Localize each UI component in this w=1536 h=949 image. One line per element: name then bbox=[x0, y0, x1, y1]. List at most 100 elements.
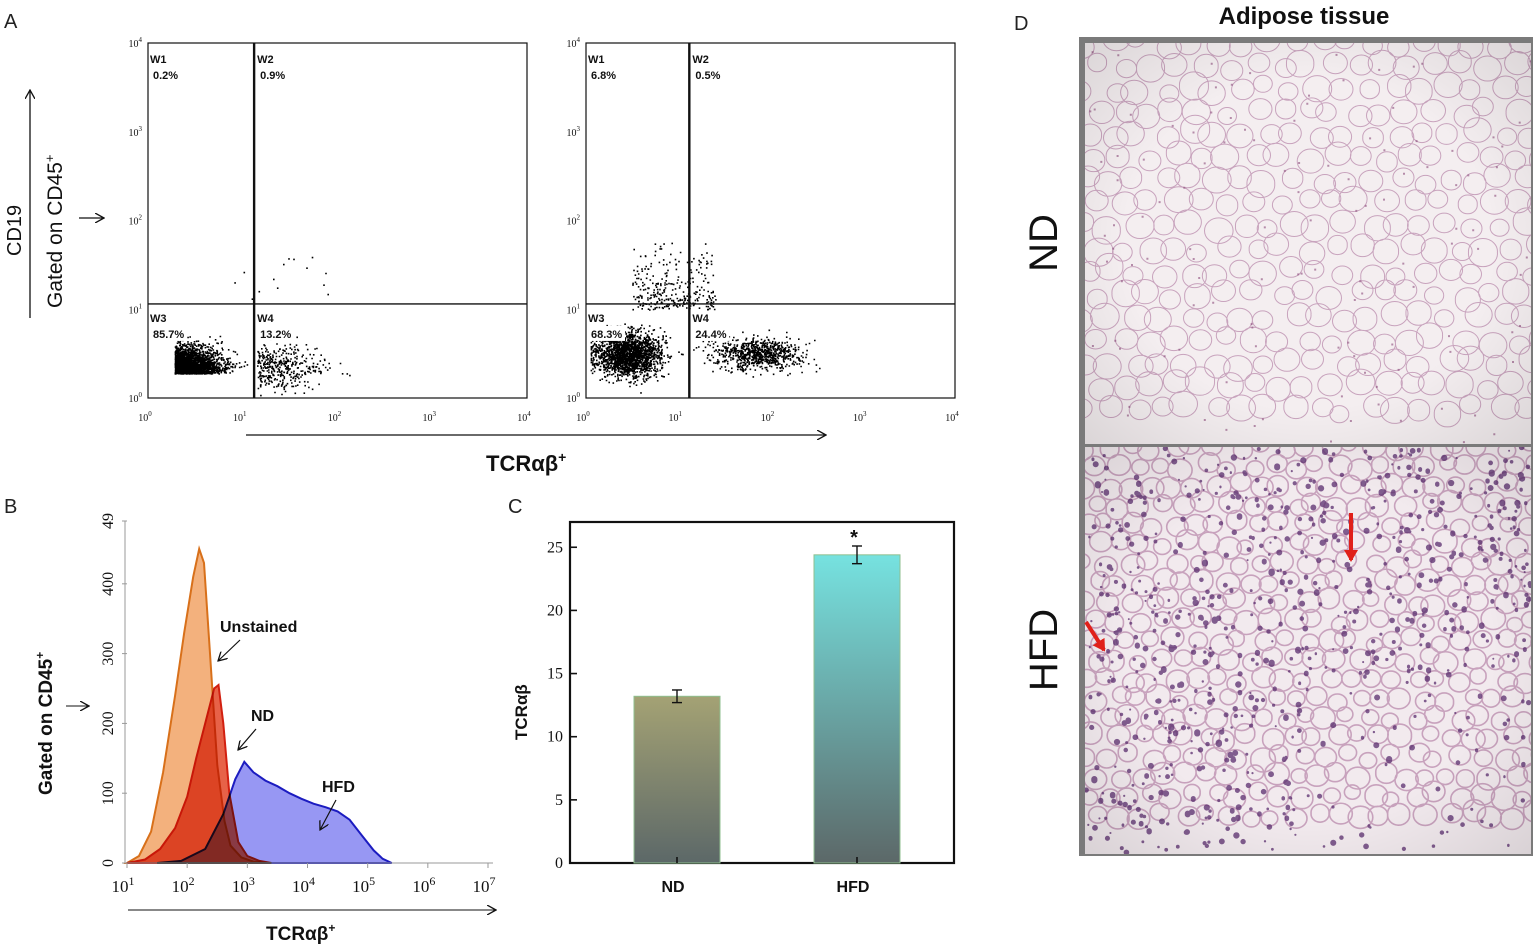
hist-x-tick-label: 101 bbox=[112, 874, 135, 896]
quadrant-pct-w4: 13.2% bbox=[260, 329, 291, 341]
quadrant-id-w1: W1 bbox=[588, 54, 605, 66]
quadrant-id-w4: W4 bbox=[692, 313, 709, 325]
tick-exp: 1 bbox=[139, 302, 143, 310]
x-tick-label: 102 bbox=[328, 410, 342, 424]
hist-y-tick-label: 49 bbox=[100, 513, 117, 529]
y-axis-label-gated: Gated on CD45+ bbox=[42, 154, 67, 308]
x-tick-label: 100 bbox=[576, 410, 590, 424]
hist-series-hfd bbox=[157, 760, 393, 864]
tick-exp: 5 bbox=[369, 874, 375, 888]
tick-exp: 0 bbox=[139, 391, 143, 399]
hist-y-tick-label: 300 bbox=[100, 642, 117, 666]
tick-exp: 4 bbox=[527, 410, 531, 418]
quadrant-pct-w1: 6.8% bbox=[591, 70, 616, 82]
hist-y-tick-label: 100 bbox=[100, 781, 117, 805]
tick-base: 10 bbox=[567, 394, 577, 405]
y-axis-label-gated-sup: + bbox=[42, 154, 57, 162]
panel-label-a: A bbox=[4, 11, 18, 33]
tick-exp: 2 bbox=[189, 874, 195, 888]
tick-base: 10 bbox=[669, 413, 679, 424]
tick-base: 10 bbox=[112, 877, 129, 896]
quadrant-pct-w1: 0.2% bbox=[153, 70, 178, 82]
hist-y-label: Gated on CD45+ bbox=[33, 652, 57, 795]
tick-base: 10 bbox=[853, 413, 863, 424]
tick-base: 10 bbox=[172, 877, 189, 896]
tick-base: 10 bbox=[138, 413, 148, 424]
tick-exp: 2 bbox=[338, 410, 342, 418]
tick-exp: 1 bbox=[577, 302, 581, 310]
quadrant-pct-w2: 0.5% bbox=[695, 70, 720, 82]
tick-exp: 2 bbox=[577, 214, 581, 222]
tick-exp: 0 bbox=[577, 391, 581, 399]
tick-exp: 4 bbox=[139, 36, 143, 44]
tick-exp: 2 bbox=[139, 214, 143, 222]
histology-group-nd: ND bbox=[1022, 214, 1066, 272]
tick-base: 10 bbox=[129, 217, 139, 228]
bar-hfd bbox=[813, 554, 901, 864]
tick-exp: 6 bbox=[429, 874, 435, 888]
hist-y-label-sup: + bbox=[33, 652, 47, 659]
quadrant-label-bg bbox=[149, 325, 187, 341]
hist-annotation-nd: ND bbox=[251, 708, 274, 725]
y-tick-label: 100 bbox=[567, 391, 581, 405]
bar-y-tick-label: 25 bbox=[547, 539, 563, 556]
y-axis-label-gated-text: Gated on CD45 bbox=[44, 162, 67, 308]
flow-plot-frame bbox=[585, 42, 956, 399]
tick-base: 10 bbox=[423, 413, 433, 424]
tick-exp: 3 bbox=[863, 410, 867, 418]
tick-base: 10 bbox=[576, 413, 586, 424]
tick-exp: 1 bbox=[679, 410, 683, 418]
x-tick-label: 102 bbox=[761, 410, 775, 424]
tick-exp: 3 bbox=[139, 125, 143, 133]
y-tick-label: 102 bbox=[567, 214, 581, 228]
hist-x-tick-label: 102 bbox=[172, 874, 195, 896]
bar-plot-frame bbox=[568, 520, 956, 865]
hist-annotation-hfd: HFD bbox=[322, 779, 355, 796]
hist-x-label-text: TCRαβ bbox=[266, 924, 328, 945]
hist-annotation-arrow bbox=[218, 639, 241, 661]
tick-base: 10 bbox=[292, 877, 309, 896]
panel-c-bar-chart: 0 5 10 15 20 25 ND HFD * TCRαβ bbox=[512, 520, 956, 896]
bar-y-tick-label: 5 bbox=[555, 792, 563, 809]
tick-exp: 2 bbox=[771, 410, 775, 418]
tick-exp: 4 bbox=[955, 410, 959, 418]
hist-y-tick-label: 400 bbox=[100, 572, 117, 596]
quadrant-id-w2: W2 bbox=[257, 54, 274, 66]
y-tick-label: 101 bbox=[129, 302, 143, 316]
x-axis-label-tcr: TCRαβ+ bbox=[486, 449, 566, 476]
x-axis-label-tcr-text: TCRαβ bbox=[486, 451, 558, 476]
tick-base: 10 bbox=[129, 128, 139, 139]
nd-vignette bbox=[1085, 43, 1531, 444]
tick-exp: 0 bbox=[148, 410, 152, 418]
tick-base: 10 bbox=[129, 394, 139, 405]
histology-title: Adipose tissue bbox=[1219, 3, 1390, 30]
tick-base: 10 bbox=[233, 413, 243, 424]
tick-exp: 4 bbox=[309, 874, 315, 888]
tick-exp: 0 bbox=[586, 410, 590, 418]
hist-x-label-sup: + bbox=[328, 921, 335, 935]
x-tick-label: 104 bbox=[517, 410, 531, 424]
quadrant-id-w3: W3 bbox=[150, 313, 167, 325]
y-axis-label-cd19: CD19 bbox=[4, 205, 26, 256]
quadrant-id-w4: W4 bbox=[257, 313, 274, 325]
quadrant-label-bg bbox=[587, 325, 625, 341]
x-axis-label-tcr-sup: + bbox=[558, 449, 566, 465]
bar-y-tick-label: 20 bbox=[547, 602, 563, 619]
x-tick-label: 100 bbox=[138, 410, 152, 424]
tick-exp: 1 bbox=[243, 410, 247, 418]
quadrant-pct-w4: 24.4% bbox=[695, 329, 726, 341]
quadrant-id-w3: W3 bbox=[588, 313, 605, 325]
bar-y-tick-label: 15 bbox=[547, 666, 563, 683]
y-tick-label: 103 bbox=[129, 125, 143, 139]
hist-annotation-unstained: Unstained bbox=[220, 619, 297, 636]
hist-x-tick-label: 106 bbox=[412, 874, 435, 896]
x-tick-label: 103 bbox=[423, 410, 437, 424]
tick-base: 10 bbox=[517, 413, 527, 424]
histology-group-hfd: HFD bbox=[1022, 609, 1066, 691]
flow-dots bbox=[590, 242, 821, 394]
x-tick-label: 101 bbox=[233, 410, 247, 424]
panel-d-histology: Adipose tissue ND HFD bbox=[1022, 3, 1533, 856]
bar-y-tick-label: 0 bbox=[555, 855, 563, 872]
